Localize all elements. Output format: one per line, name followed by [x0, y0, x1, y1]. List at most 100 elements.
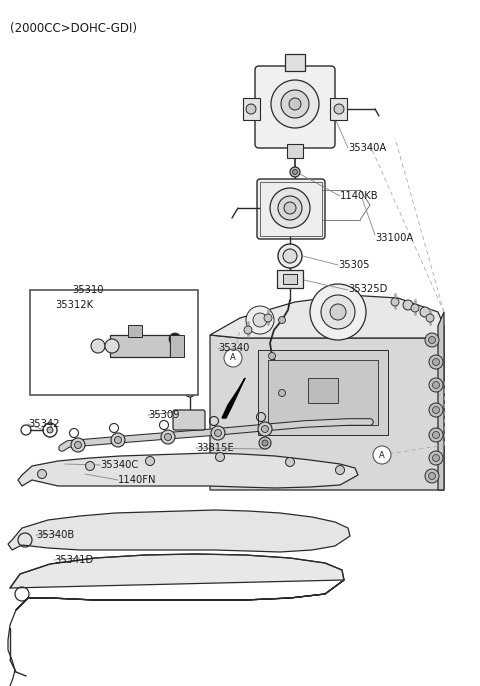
Circle shape	[429, 378, 443, 392]
Text: 35340C: 35340C	[100, 460, 138, 470]
Circle shape	[161, 430, 175, 444]
Circle shape	[432, 455, 440, 462]
Circle shape	[425, 333, 439, 347]
Circle shape	[278, 244, 302, 268]
Text: 35325D: 35325D	[348, 284, 387, 294]
Circle shape	[391, 298, 399, 306]
Circle shape	[420, 307, 430, 317]
Circle shape	[259, 437, 271, 449]
Circle shape	[224, 349, 242, 367]
Text: 35312K: 35312K	[55, 300, 93, 310]
Circle shape	[262, 440, 268, 446]
Circle shape	[290, 167, 300, 177]
Text: 35340A: 35340A	[348, 143, 386, 153]
Text: 33815E: 33815E	[196, 443, 234, 453]
Text: 33100A: 33100A	[375, 233, 413, 243]
Bar	[170, 335, 184, 357]
Bar	[30, 290, 198, 395]
Circle shape	[284, 202, 296, 214]
Circle shape	[286, 458, 295, 466]
Circle shape	[281, 90, 309, 118]
Circle shape	[246, 104, 256, 114]
Text: 1140FN: 1140FN	[118, 475, 156, 485]
Circle shape	[91, 339, 105, 353]
Text: A: A	[379, 451, 385, 460]
Bar	[268, 360, 378, 425]
Circle shape	[425, 469, 439, 483]
Circle shape	[115, 436, 121, 444]
Circle shape	[432, 359, 440, 366]
Bar	[330, 98, 347, 120]
Circle shape	[330, 304, 346, 320]
Polygon shape	[18, 453, 358, 488]
Polygon shape	[10, 554, 344, 610]
Circle shape	[432, 407, 440, 414]
Text: 1140KB: 1140KB	[340, 191, 379, 201]
Circle shape	[411, 304, 419, 312]
Bar	[110, 335, 170, 357]
Circle shape	[111, 433, 125, 447]
Circle shape	[74, 442, 82, 449]
Circle shape	[310, 284, 366, 340]
Circle shape	[373, 446, 391, 464]
Text: 35340B: 35340B	[36, 530, 74, 540]
Circle shape	[432, 431, 440, 438]
Circle shape	[292, 169, 298, 174]
Circle shape	[262, 425, 268, 432]
Circle shape	[426, 314, 434, 322]
Circle shape	[264, 314, 272, 322]
Circle shape	[244, 326, 252, 334]
Text: 35309: 35309	[148, 410, 180, 420]
Circle shape	[211, 426, 225, 440]
Circle shape	[215, 429, 221, 436]
Circle shape	[278, 390, 286, 397]
Circle shape	[429, 451, 443, 465]
Circle shape	[165, 434, 171, 440]
Circle shape	[268, 353, 276, 359]
Bar	[287, 144, 303, 158]
Text: 35341D: 35341D	[54, 555, 93, 565]
Circle shape	[432, 381, 440, 388]
Polygon shape	[210, 326, 444, 490]
Circle shape	[429, 428, 443, 442]
Circle shape	[278, 196, 302, 220]
Bar	[243, 98, 260, 120]
FancyBboxPatch shape	[173, 410, 205, 430]
Text: 35305: 35305	[338, 260, 370, 270]
Bar	[308, 378, 338, 403]
Polygon shape	[222, 378, 245, 418]
Circle shape	[270, 188, 310, 228]
Bar	[277, 270, 303, 288]
Circle shape	[71, 438, 85, 452]
Polygon shape	[8, 510, 350, 552]
Circle shape	[429, 403, 443, 417]
Circle shape	[429, 355, 443, 369]
Text: (2000CC>DOHC-GDI): (2000CC>DOHC-GDI)	[10, 22, 137, 35]
FancyBboxPatch shape	[257, 179, 325, 239]
Circle shape	[334, 104, 344, 114]
Circle shape	[47, 427, 53, 433]
Polygon shape	[210, 295, 444, 338]
FancyBboxPatch shape	[255, 66, 335, 148]
Circle shape	[105, 339, 119, 353]
Bar	[128, 325, 142, 337]
Circle shape	[283, 249, 297, 263]
Circle shape	[85, 462, 95, 471]
Text: 35340: 35340	[218, 343, 250, 353]
Circle shape	[169, 333, 181, 345]
Circle shape	[253, 313, 267, 327]
Text: A: A	[230, 353, 236, 362]
Text: 35310: 35310	[72, 285, 104, 295]
Circle shape	[37, 469, 47, 479]
Circle shape	[403, 300, 413, 310]
Circle shape	[185, 387, 195, 397]
Bar	[258, 350, 388, 435]
Circle shape	[145, 456, 155, 466]
Circle shape	[216, 453, 225, 462]
Circle shape	[321, 295, 355, 329]
Circle shape	[429, 473, 435, 480]
Circle shape	[271, 80, 319, 128]
Circle shape	[429, 337, 435, 344]
Bar	[285, 54, 305, 71]
Circle shape	[289, 98, 301, 110]
